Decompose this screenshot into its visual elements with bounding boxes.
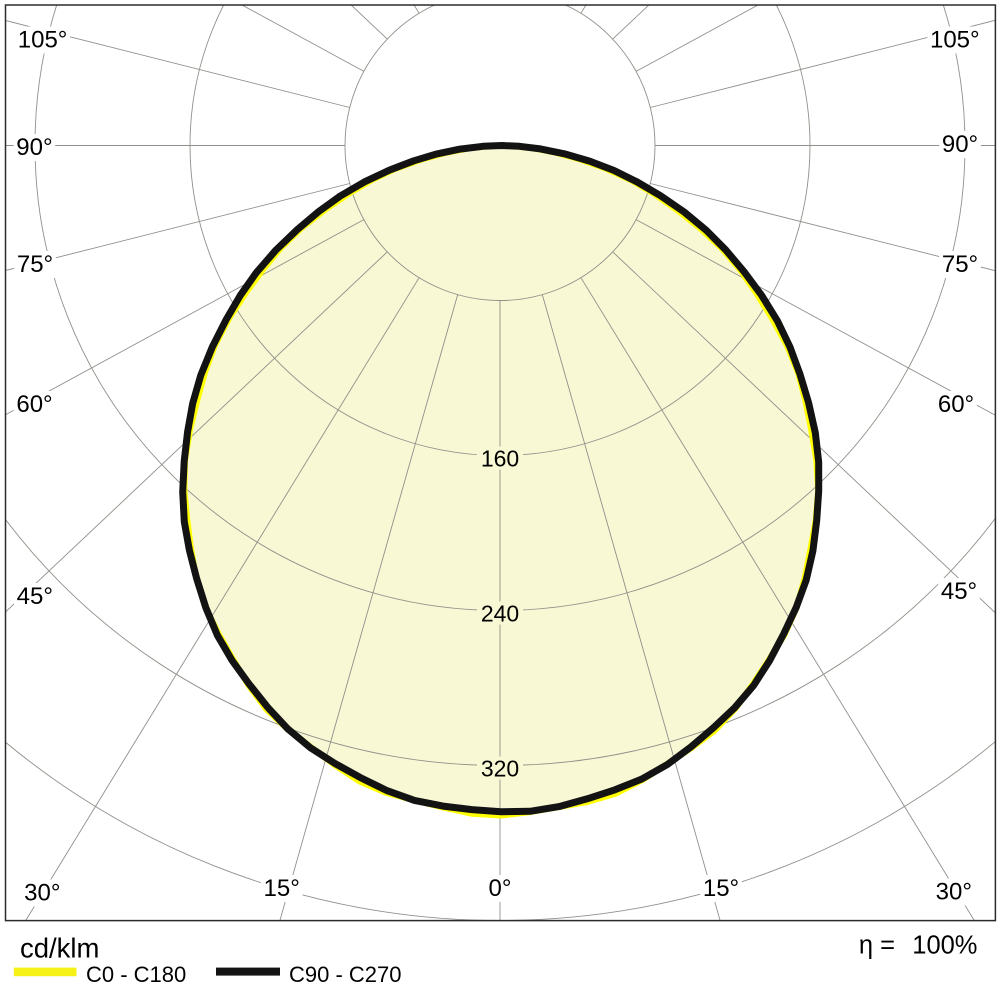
svg-text:160: 160 bbox=[481, 446, 519, 472]
svg-text:60°: 60° bbox=[16, 391, 52, 418]
svg-text:cd/klm: cd/klm bbox=[20, 933, 99, 964]
svg-text:45°: 45° bbox=[941, 578, 977, 605]
svg-text:15°: 15° bbox=[264, 875, 300, 902]
svg-text:45°: 45° bbox=[17, 583, 53, 610]
svg-text:60°: 60° bbox=[938, 391, 974, 418]
svg-text:30°: 30° bbox=[24, 880, 60, 907]
svg-text:15°: 15° bbox=[703, 875, 739, 902]
svg-text:320: 320 bbox=[481, 756, 519, 782]
svg-text:C90 - C270: C90 - C270 bbox=[289, 962, 402, 987]
svg-text:75°: 75° bbox=[17, 251, 53, 278]
svg-text:30°: 30° bbox=[936, 879, 972, 906]
svg-text:90°: 90° bbox=[942, 131, 978, 158]
svg-text:90°: 90° bbox=[16, 134, 52, 161]
svg-text:75°: 75° bbox=[942, 251, 978, 278]
svg-text:0°: 0° bbox=[489, 875, 512, 902]
svg-text:η = 100%: η = 100% bbox=[859, 932, 978, 960]
svg-text:C0 - C180: C0 - C180 bbox=[86, 962, 186, 987]
svg-text:105°: 105° bbox=[18, 27, 68, 54]
svg-text:240: 240 bbox=[481, 601, 519, 627]
svg-text:105°: 105° bbox=[930, 27, 980, 54]
